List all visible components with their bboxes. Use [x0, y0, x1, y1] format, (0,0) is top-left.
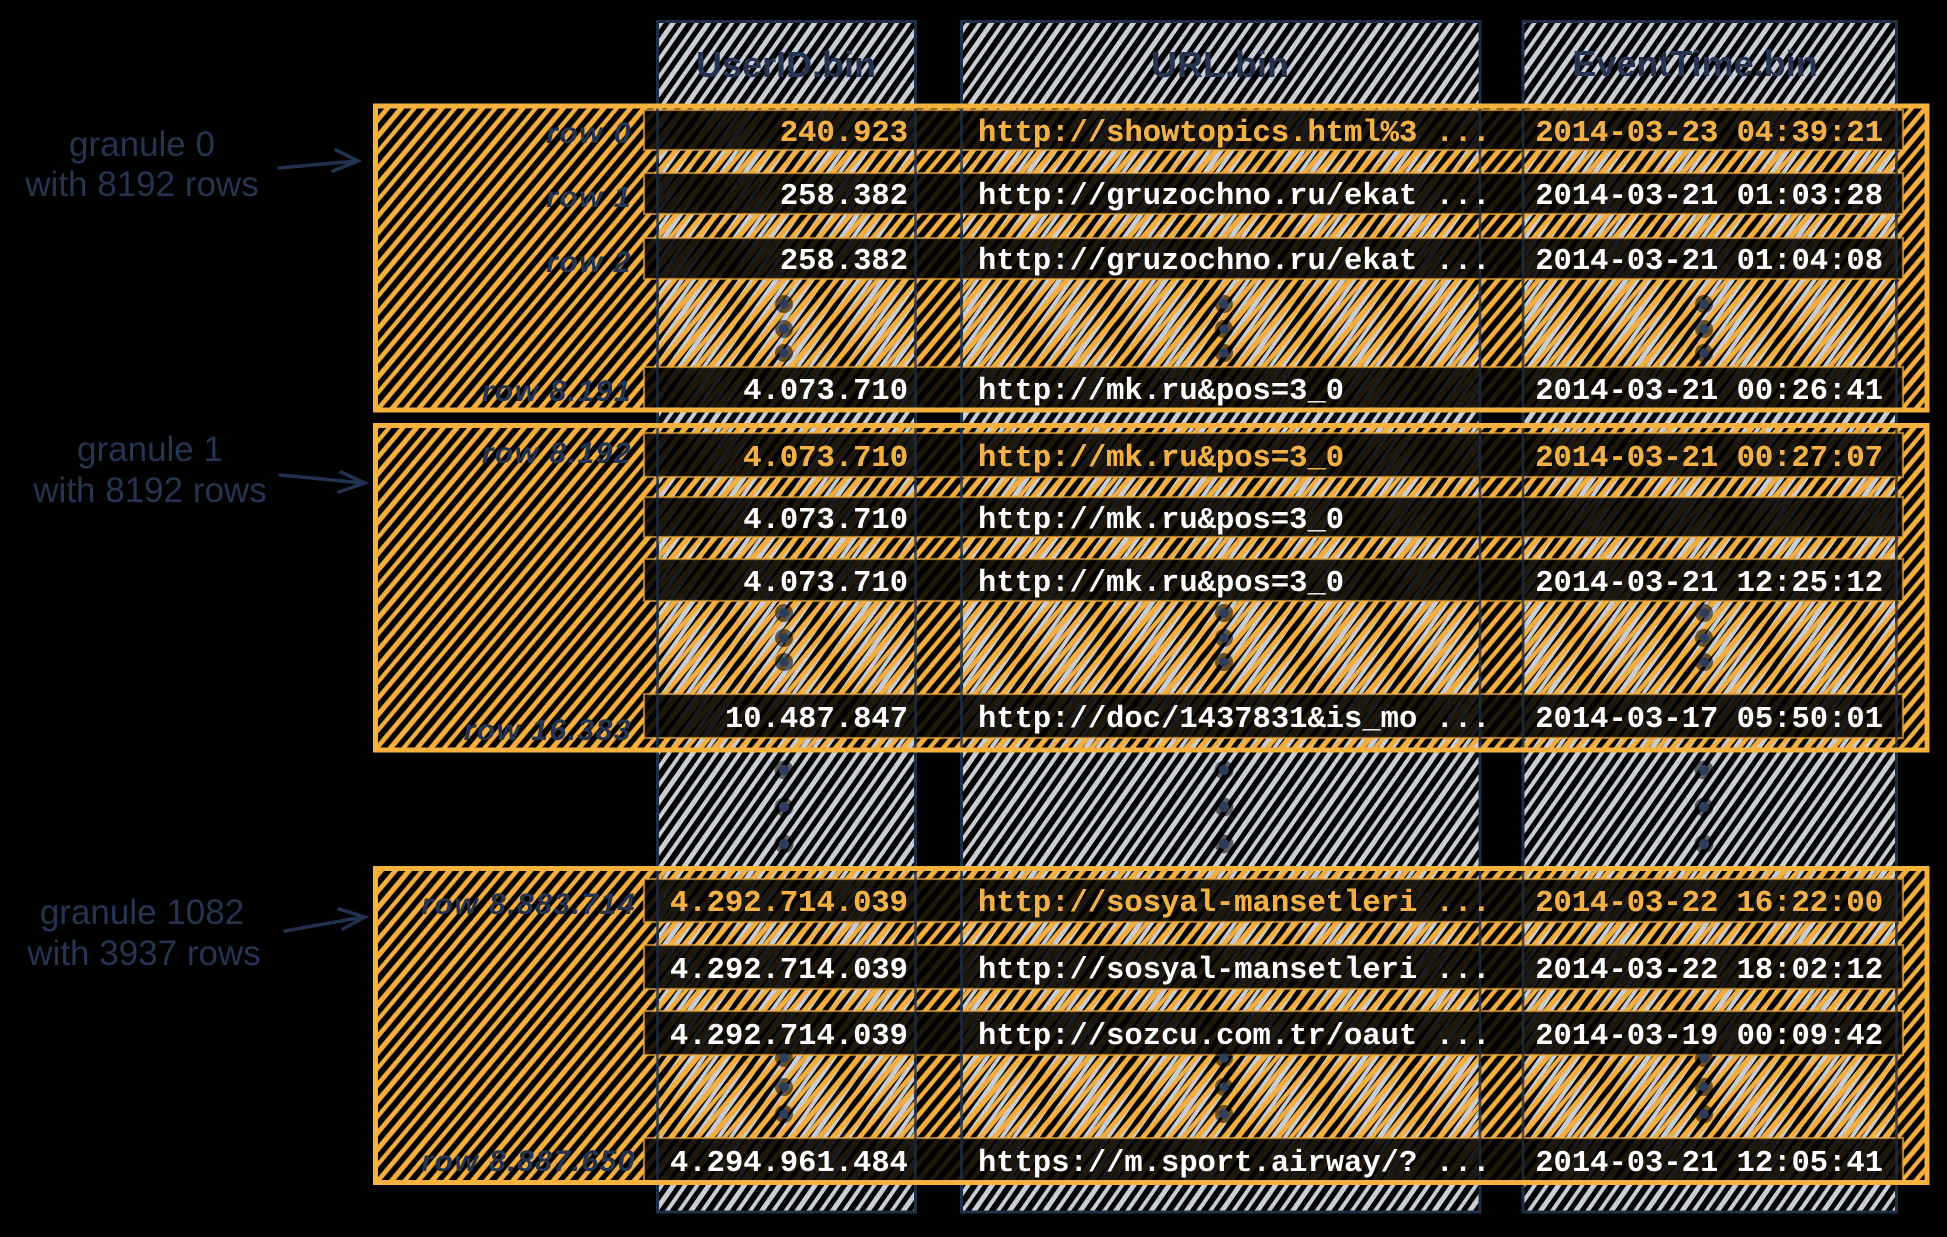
svg-text:http://mk.ru&pos=3_0: http://mk.ru&pos=3_0 — [978, 442, 1344, 476]
svg-text:http://gruzochno.ru/ekat ...: http://gruzochno.ru/ekat ... — [978, 245, 1490, 279]
svg-text:2014-03-23 04:39:21: 2014-03-23 04:39:21 — [1535, 117, 1883, 151]
svg-text:http://doc/1437831&is_mo ...: http://doc/1437831&is_mo ... — [978, 703, 1490, 737]
svg-text:http://mk.ru&pos=3_0: http://mk.ru&pos=3_0 — [978, 442, 1344, 476]
svg-text:http://gruzochno.ru/ekat ...: http://gruzochno.ru/ekat ... — [978, 180, 1490, 214]
svg-text:2014-03-21 01:04:08: 2014-03-21 01:04:08 — [1535, 245, 1883, 279]
svg-text:2014-03-17 05:50:01: 2014-03-17 05:50:01 — [1535, 703, 1883, 737]
svg-text:2014-03-19 00:09:42: 2014-03-19 00:09:42 — [1535, 1020, 1883, 1054]
svg-text:2014-03-21 00:26:41: 2014-03-21 00:26:41 — [1535, 375, 1883, 409]
svg-text:4.292.714.039: 4.292.714.039 — [670, 887, 908, 921]
svg-text:240.923: 240.923 — [780, 117, 908, 151]
svg-text:http://sosyal-mansetleri ...: http://sosyal-mansetleri ... — [978, 887, 1490, 921]
svg-text:granule 1: granule 1 — [77, 430, 223, 469]
svg-text:4.294.961.484: 4.294.961.484 — [670, 1147, 908, 1181]
svg-text:row 8.883.714: row 8.883.714 — [421, 888, 636, 921]
svg-text:4.292.714.039: 4.292.714.039 — [670, 1020, 908, 1054]
svg-text:2014-03-21 00:27:07: 2014-03-21 00:27:07 — [1535, 442, 1883, 476]
svg-text:258.382: 258.382 — [780, 180, 908, 214]
svg-text:2014-03-21 12:25:12: 2014-03-21 12:25:12 — [1535, 567, 1883, 601]
svg-text:http://sozcu.com.tr/oaut ...: http://sozcu.com.tr/oaut ... — [978, 1020, 1490, 1054]
svg-text:row 0: row 0 — [546, 117, 632, 150]
svg-text:http://mk.ru&pos=3_0: http://mk.ru&pos=3_0 — [978, 567, 1344, 601]
svg-text:4.073.710: 4.073.710 — [743, 567, 908, 601]
svg-text:http://mk.ru&pos=3_0: http://mk.ru&pos=3_0 — [978, 504, 1344, 538]
svg-text:row 16.383: row 16.383 — [464, 714, 632, 747]
svg-text:row 8.887.650: row 8.887.650 — [421, 1145, 636, 1178]
svg-text:258.382: 258.382 — [780, 245, 908, 279]
svg-text:http://showtopics.html%3 ...: http://showtopics.html%3 ... — [978, 117, 1490, 151]
svg-text:http://sosyal-mansetleri ...: http://sosyal-mansetleri ... — [978, 887, 1490, 921]
svg-text:4.073.710: 4.073.710 — [743, 375, 908, 409]
svg-text:URL.bin: URL.bin — [1151, 44, 1289, 85]
svg-text:240.923: 240.923 — [780, 117, 908, 151]
svg-text:2014-03-21 01:03:28: 2014-03-21 01:03:28 — [1535, 180, 1883, 214]
svg-text:granule 0: granule 0 — [69, 125, 215, 164]
svg-text:http://mk.ru&pos=3_0: http://mk.ru&pos=3_0 — [978, 375, 1344, 409]
svg-text:4.292.714.039: 4.292.714.039 — [670, 887, 908, 921]
svg-text:with 8192 rows: with 8192 rows — [32, 471, 266, 510]
svg-text:http://sosyal-mansetleri ...: http://sosyal-mansetleri ... — [978, 954, 1490, 988]
svg-text:2014-03-21 12:05:41: 2014-03-21 12:05:41 — [1535, 1147, 1883, 1181]
svg-text:2014-03-22 16:22:00: 2014-03-22 16:22:00 — [1535, 887, 1883, 921]
svg-text:2014-03-21 00:27:07: 2014-03-21 00:27:07 — [1535, 442, 1883, 476]
svg-text:2014-03-22 16:22:00: 2014-03-22 16:22:00 — [1535, 887, 1883, 921]
svg-text:4.073.710: 4.073.710 — [743, 442, 908, 476]
svg-text:4.073.710: 4.073.710 — [743, 442, 908, 476]
svg-text:row 8.191: row 8.191 — [482, 375, 632, 408]
svg-text:10.487.847: 10.487.847 — [725, 703, 908, 737]
svg-text:with 3937 rows: with 3937 rows — [26, 934, 260, 973]
svg-text:http://showtopics.html%3 ...: http://showtopics.html%3 ... — [978, 117, 1490, 151]
svg-text:with 8192 rows: with 8192 rows — [24, 165, 258, 204]
svg-text:4.292.714.039: 4.292.714.039 — [670, 954, 908, 988]
svg-text:row 1: row 1 — [546, 181, 632, 214]
svg-text:https://m.sport.airway/? ...: https://m.sport.airway/? ... — [978, 1147, 1490, 1181]
svg-text:UserID.bin: UserID.bin — [696, 44, 876, 85]
svg-text:row 2: row 2 — [546, 246, 632, 279]
svg-text:EventTime.bin: EventTime.bin — [1572, 43, 1817, 84]
svg-text:row 8.192: row 8.192 — [482, 437, 632, 470]
svg-text:2014-03-22 18:02:12: 2014-03-22 18:02:12 — [1535, 954, 1883, 988]
svg-text:2014-03-23 04:39:21: 2014-03-23 04:39:21 — [1535, 117, 1883, 151]
svg-text:granule 1082: granule 1082 — [40, 893, 244, 932]
svg-text:4.073.710: 4.073.710 — [743, 504, 908, 538]
